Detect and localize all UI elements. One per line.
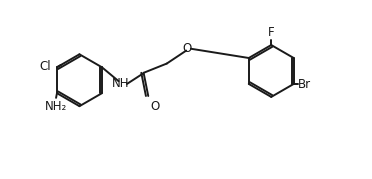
Text: NH: NH: [112, 78, 129, 90]
Text: Br: Br: [298, 78, 311, 91]
Text: O: O: [183, 42, 192, 55]
Text: NH₂: NH₂: [45, 100, 67, 113]
Text: Cl: Cl: [40, 60, 51, 73]
Text: O: O: [150, 100, 159, 113]
Text: F: F: [268, 26, 275, 39]
